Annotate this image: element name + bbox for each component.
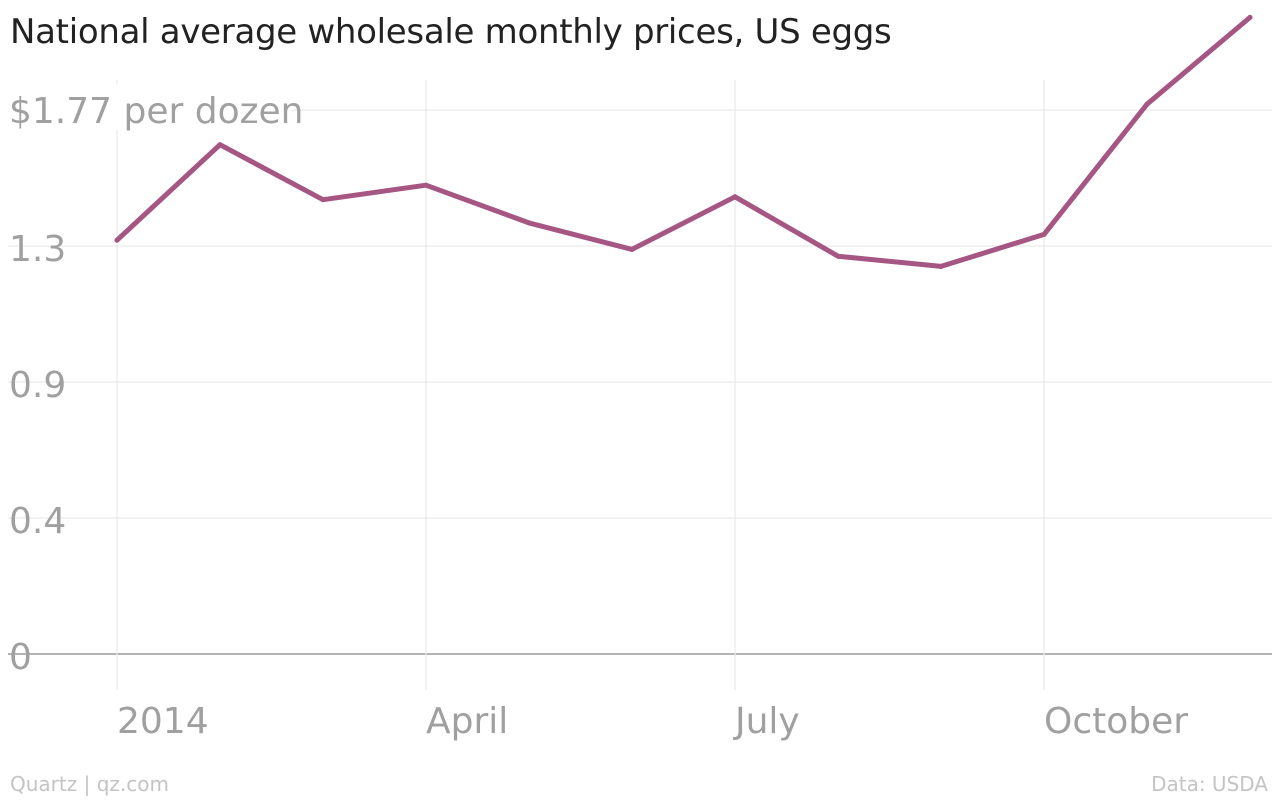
y-tick-label: 1.3: [9, 229, 66, 270]
data-point: [320, 197, 326, 203]
x-tick-label: April: [426, 701, 508, 742]
data-point: [1144, 101, 1150, 107]
data-point: [526, 220, 532, 226]
y-axis-ticks: 0 0.4 0.9 1.3 $1.77 per dozen: [0, 84, 304, 678]
data-point: [938, 263, 944, 269]
data-point: [114, 237, 120, 243]
x-tick-label: July: [733, 701, 800, 742]
data-point: [1247, 14, 1253, 20]
chart-title: National average wholesale monthly price…: [10, 12, 892, 52]
y-tick-label: 0.4: [9, 501, 66, 542]
x-tick-label: 2014: [117, 701, 209, 742]
x-tick-label: October: [1044, 701, 1188, 742]
footer-source: Quartz | qz.com: [10, 772, 169, 796]
data-point: [1041, 231, 1047, 237]
grid-layer: [8, 80, 1272, 690]
y-tick-label: 0: [9, 637, 32, 678]
data-point: [423, 182, 429, 188]
series-layer: [114, 14, 1253, 269]
y-tick-label: $1.77 per dozen: [9, 91, 304, 132]
data-point: [732, 194, 738, 200]
data-point: [217, 142, 223, 148]
y-tick-label: 0.9: [9, 365, 66, 406]
series-line: [114, 14, 1253, 269]
data-point: [835, 253, 841, 259]
footer-data-credit: Data: USDA: [1151, 772, 1268, 796]
x-axis-ticks: 2014 April July October: [117, 701, 1188, 742]
data-point: [629, 246, 635, 252]
y-top-label-background: [0, 84, 292, 130]
